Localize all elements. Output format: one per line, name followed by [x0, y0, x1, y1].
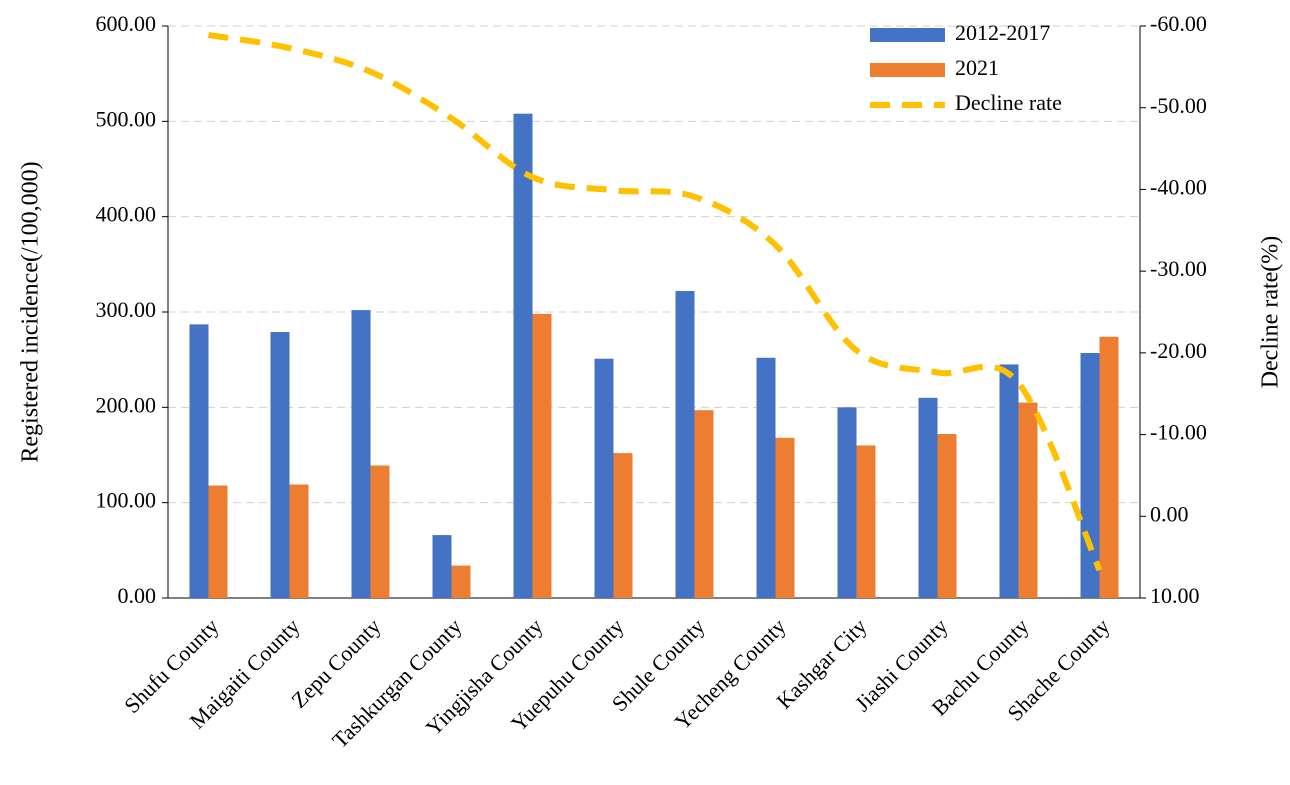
bar [999, 364, 1019, 598]
y2-axis-title: Decline rate(%) [1258, 236, 1284, 389]
line [208, 32, 1103, 572]
y2-tick-label: -30.00 [1150, 256, 1207, 281]
bar [937, 434, 957, 598]
bar [351, 310, 371, 598]
y-tick-label: 0.00 [118, 583, 157, 608]
bar [837, 407, 857, 598]
bar [370, 465, 390, 598]
bar [208, 485, 228, 598]
y-tick-label: 500.00 [96, 106, 157, 131]
bar [451, 565, 471, 598]
legend-swatch [870, 63, 945, 77]
legend-swatch [870, 28, 945, 42]
bar [1080, 352, 1100, 598]
bar [532, 313, 552, 598]
y2-tick-label: 10.00 [1150, 583, 1200, 608]
bar [775, 437, 795, 598]
y-tick-label: 600.00 [96, 11, 157, 36]
y2-tick-label: -60.00 [1150, 11, 1207, 36]
y2-tick-label: -40.00 [1150, 174, 1207, 199]
bar [432, 535, 452, 598]
bar [189, 324, 209, 598]
y2-tick-label: -20.00 [1150, 338, 1207, 363]
bar [594, 358, 614, 598]
bar [918, 397, 938, 598]
bar [675, 291, 695, 598]
y-tick-label: 400.00 [96, 202, 157, 227]
y2-tick-label: 0.00 [1150, 501, 1189, 526]
bar [694, 410, 714, 598]
y-axis-title: Registered incidence(/100,000) [18, 161, 44, 462]
y2-tick-label: -50.00 [1150, 93, 1207, 118]
y-tick-label: 100.00 [96, 488, 157, 513]
bar [613, 453, 633, 598]
bar [856, 445, 876, 598]
bar [756, 357, 776, 598]
legend-label: Decline rate [955, 90, 1062, 115]
legend-label: 2012-2017 [955, 20, 1050, 45]
legend-label: 2021 [955, 55, 999, 80]
bar [513, 113, 533, 598]
bar [289, 484, 309, 598]
y2-tick-label: -10.00 [1150, 420, 1207, 445]
y-tick-label: 200.00 [96, 392, 157, 417]
bar [1099, 336, 1119, 598]
bar [1018, 402, 1038, 598]
y-tick-label: 300.00 [96, 297, 157, 322]
bar [270, 332, 290, 598]
